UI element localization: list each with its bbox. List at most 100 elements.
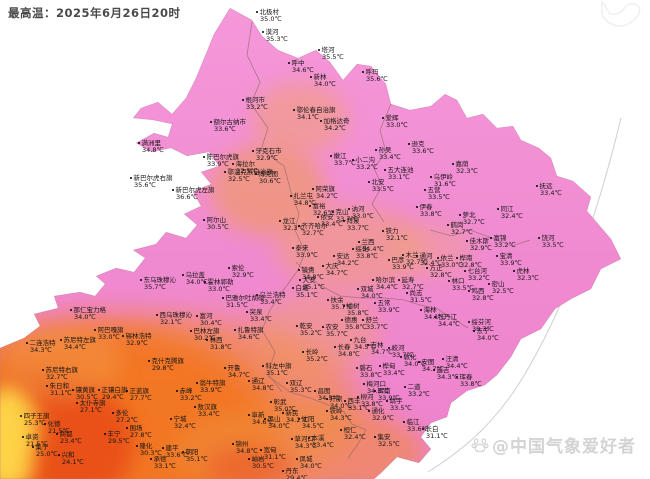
station-label: 珲春 33.8℃	[456, 374, 482, 388]
station-label: 四子王旗 25.3℃	[20, 413, 50, 427]
station-name: 五大连池	[387, 166, 414, 174]
station-name: 镇赉	[301, 266, 315, 274]
station-dot	[182, 451, 184, 453]
station-temp: 30.6℃	[259, 177, 281, 185]
station-name: 彰武	[273, 398, 287, 406]
station-label: 隆化 30.3℃	[136, 443, 162, 457]
station-name: 满洲里	[141, 139, 162, 147]
station-label: 苏尼特左旗 34.4℃	[60, 337, 96, 351]
station-temp: 33.2℃	[494, 241, 516, 249]
station-label: 北安 33.5℃	[368, 179, 394, 193]
station-dot	[362, 71, 364, 73]
station-temp: 31.5℃	[226, 301, 248, 309]
station-dot	[256, 294, 258, 296]
station-dot	[356, 367, 358, 369]
station-temp: 29.5℃	[108, 437, 130, 445]
station-name: 双城	[360, 285, 374, 293]
station-dot	[224, 171, 226, 173]
station-name: 鄂温克族自治旗	[227, 168, 274, 176]
station-label: 安达 34.2℃	[333, 253, 359, 267]
station-name: 尚志	[409, 289, 423, 297]
station-temp: 33.9℃	[378, 394, 400, 402]
station-dot	[513, 270, 515, 272]
station-label: 牡丹江 34.4℃	[434, 314, 460, 328]
station-temp: 34.8℃	[252, 384, 274, 392]
station-name: 围场	[129, 424, 143, 432]
station-dot	[357, 288, 359, 290]
station-temp: 35.1℃	[303, 283, 325, 291]
station-dot	[203, 156, 205, 158]
station-label: 大安 35.1℃	[299, 277, 325, 291]
station-dot	[206, 339, 208, 341]
station-dot	[408, 143, 410, 145]
station-temp: 34.4℃	[376, 283, 398, 291]
station-dot	[26, 342, 28, 344]
station-name: 延吉	[436, 366, 450, 374]
station-label: 桓仁 32.4℃	[340, 427, 366, 441]
station-dot	[403, 421, 405, 423]
station-label: 呼中 34.6℃	[288, 60, 314, 74]
station-temp: 35.7℃	[144, 283, 166, 291]
station-temp: 27.2℃	[116, 416, 138, 424]
station-name: 哈尔滨	[375, 276, 396, 284]
station-name: 爱辉	[385, 114, 399, 122]
station-temp: 34.7℃	[326, 269, 348, 277]
station-dot	[293, 109, 295, 111]
station-temp: 33.5℃	[542, 241, 564, 249]
station-dot	[20, 415, 22, 417]
station-dot	[350, 339, 352, 341]
station-name: 陈巴尔虎旗	[206, 153, 240, 161]
station-dot	[44, 423, 46, 425]
station-temp: 32.5℃	[228, 175, 250, 183]
province-boundaries	[246, 21, 531, 459]
station-label: 小二沟 33.2℃	[352, 157, 378, 171]
station-temp: 31.6℃	[434, 180, 456, 188]
station-temp: 32.7℃	[46, 373, 68, 381]
station-temp: 32.7℃	[463, 218, 485, 226]
station-label: 西乌珠穆沁 32.1℃	[156, 312, 192, 326]
station-dot	[437, 257, 439, 259]
station-temp: 33.8℃	[460, 380, 482, 388]
station-temp: 34.4℃	[64, 343, 86, 351]
station-temp: 34.0℃	[314, 80, 336, 88]
station-name: 敖汉旗	[197, 403, 218, 411]
station-temp: 29.4℃	[102, 393, 124, 401]
station-label: 铁岭 34.3℃	[326, 408, 352, 422]
station-temp: 32.7℃	[302, 229, 324, 237]
station-temp: 33.2℃	[180, 394, 202, 402]
station-name: 苏尼特左旗	[63, 336, 97, 344]
station-temp: 33.6℃	[407, 425, 429, 433]
station-temp: 32.3℃	[456, 167, 478, 175]
station-label: 博克图 30.6℃	[255, 171, 281, 185]
station-dot	[222, 297, 224, 299]
station-dot	[433, 369, 435, 371]
station-temp: 34.0℃	[300, 462, 322, 470]
station-name: 塔河	[321, 46, 335, 54]
station-temp: 34.2℃	[337, 259, 359, 267]
station-name: 沈阳	[301, 415, 315, 423]
station-temp: 32.9℃	[256, 154, 278, 162]
station-temp: 33.6℃	[166, 451, 188, 459]
station-label: 靖宇 33.5℃	[386, 398, 412, 412]
station-temp: 35.3℃	[290, 386, 312, 394]
station-temp: 34.8℃	[236, 447, 258, 455]
station-dot	[162, 447, 164, 449]
station-temp: 32.4℃	[501, 212, 523, 220]
station-name: 锡林浩特	[125, 332, 152, 340]
station-temp: 33.7℃	[366, 323, 388, 331]
station-dot	[418, 361, 420, 363]
station-label: 卓资 21.5℃	[22, 434, 48, 448]
station-dot	[459, 214, 461, 216]
station-label: 锦州 34.8℃	[232, 441, 258, 455]
station-temp: 32.5℃	[236, 167, 258, 175]
station-name: 讷河	[351, 205, 365, 213]
station-dot	[320, 120, 322, 122]
station-temp: 27.7℃	[130, 394, 152, 402]
station-name: 白城	[295, 284, 309, 292]
station-label: 开鲁 34.7℃	[224, 365, 250, 379]
station-label: 朱日和 31.1℃	[46, 383, 72, 397]
station-temp: 35.7℃	[331, 303, 353, 311]
station-dot	[308, 437, 310, 439]
